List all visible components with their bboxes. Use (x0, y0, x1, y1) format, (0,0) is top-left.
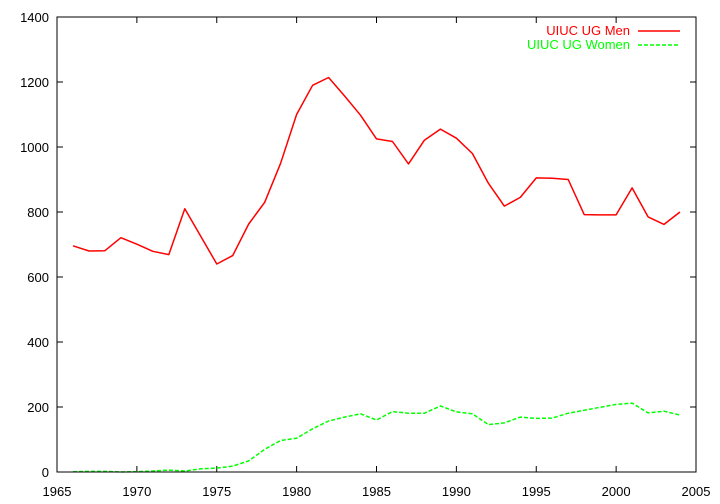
y-tick-label: 1400 (20, 10, 49, 25)
y-tick-label: 200 (27, 400, 49, 415)
x-tick-label: 1965 (43, 484, 72, 499)
y-tick-label: 0 (42, 465, 49, 480)
legend-label: UIUC UG Women (527, 37, 630, 52)
axis-tick-labels: 1965 1970 1975 1980 1985 1990 1995 2000 2005 0 200… (20, 10, 710, 499)
x-tick-label: 1995 (522, 484, 551, 499)
x-tick-label: 1980 (282, 484, 311, 499)
series-line-women (72, 402, 681, 473)
y-tick-label: 1200 (20, 75, 49, 90)
y-tick-label: 600 (27, 270, 49, 285)
y-tick-label: 800 (27, 205, 49, 220)
plot-frame (56, 16, 697, 473)
x-tick-label: 1990 (442, 484, 471, 499)
x-tick-label: 1985 (362, 484, 391, 499)
y-tick-label: 400 (27, 335, 49, 350)
x-tick-label: 2005 (682, 484, 711, 499)
x-tick-label: 2000 (602, 484, 631, 499)
series-line-men (72, 76, 681, 265)
y-tick-label: 1000 (20, 140, 49, 155)
x-tick-label: 1975 (202, 484, 231, 499)
x-tick-label: 1970 (122, 484, 151, 499)
legend-label: UIUC UG Men (546, 23, 630, 38)
series-lines (72, 76, 681, 473)
